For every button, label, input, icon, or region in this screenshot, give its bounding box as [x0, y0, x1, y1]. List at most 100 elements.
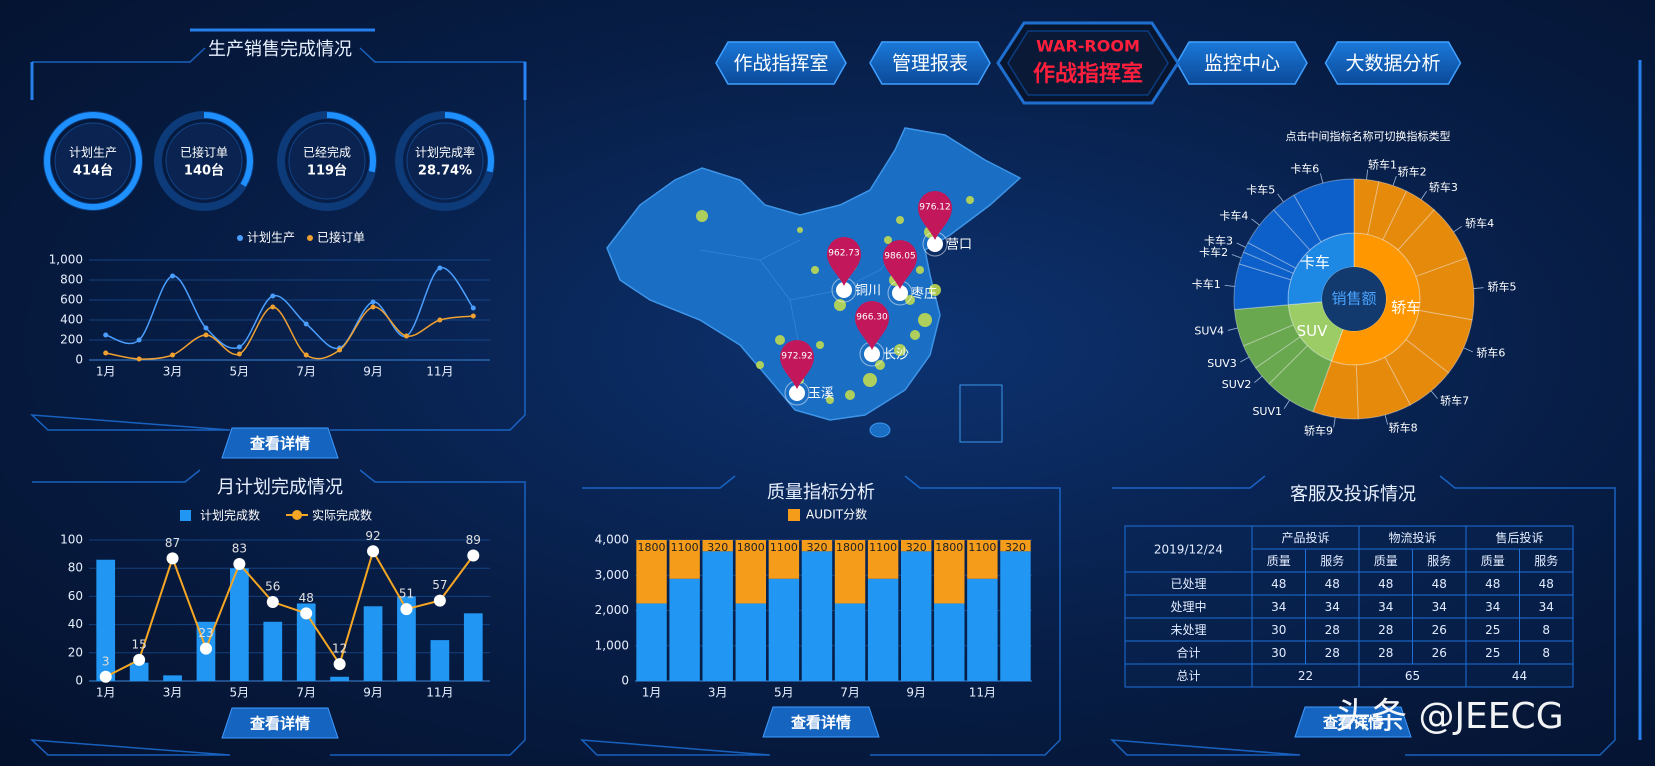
pin-value: 972.92	[781, 352, 813, 362]
nav-tab[interactable]	[715, 41, 847, 85]
bar-segment	[669, 578, 700, 681]
bar-segment	[934, 603, 965, 681]
gauge-value: 414台	[73, 163, 113, 179]
table-value: 34	[1378, 600, 1393, 614]
table-value: 34	[1432, 600, 1447, 614]
table-value: 48	[1432, 577, 1447, 591]
value-label: 320	[1005, 541, 1026, 554]
button[interactable]	[221, 427, 339, 459]
sunburst-child-label: 卡车6	[1290, 162, 1319, 176]
table-value: 8	[1542, 623, 1550, 637]
sunburst-outer	[1397, 209, 1468, 278]
x-tick-label: 9月	[363, 365, 383, 379]
point	[470, 313, 476, 319]
pin-city: 营口	[946, 238, 972, 253]
table-subheader: 质量	[1481, 554, 1505, 568]
value-label: 15	[131, 637, 146, 651]
point	[303, 321, 309, 327]
bar-segment	[834, 540, 866, 604]
nav-tab-label[interactable]: 大数据分析	[1345, 53, 1440, 75]
y-tick-label: 4,000	[595, 533, 629, 547]
table-value: 48	[1378, 577, 1393, 591]
sunburst-child-label: 卡车4	[1219, 209, 1248, 223]
pin	[780, 340, 814, 389]
label-leader	[1366, 169, 1368, 180]
sunburst-child-label: 轿车6	[1476, 346, 1505, 360]
button[interactable]	[762, 706, 880, 738]
point	[400, 603, 413, 616]
point	[136, 337, 142, 343]
y-tick-label: 200	[60, 333, 83, 347]
nav-tab-label[interactable]: 作战指挥室	[733, 53, 828, 75]
button-label[interactable]: 查看详情	[791, 714, 851, 732]
point	[403, 333, 409, 339]
bar-segment	[1000, 540, 1031, 552]
legend-label: 计划生产	[247, 231, 295, 245]
x-tick-label: 9月	[906, 686, 926, 700]
pin-dot	[892, 285, 908, 301]
button-label[interactable]: 查看详情	[1323, 714, 1383, 732]
point	[367, 545, 380, 558]
y-tick-label: 2,000	[595, 603, 629, 617]
sunburst-child-label: 轿车8	[1389, 420, 1418, 434]
nav-tab[interactable]	[1324, 41, 1462, 85]
y-tick-label: 80	[68, 561, 83, 575]
gauge-inner	[406, 122, 484, 200]
button-label[interactable]: 查看详情	[250, 435, 310, 453]
gauge-inner	[54, 122, 132, 200]
y-tick-label: 0	[75, 674, 83, 688]
frame-bottom-left	[29, 469, 526, 756]
table-group-header: 产品投诉	[1281, 530, 1329, 545]
sunburst-child-label: 轿车4	[1465, 216, 1494, 230]
sunburst-center-label[interactable]: 销售额	[1331, 290, 1376, 308]
point	[467, 549, 480, 562]
bar	[363, 606, 383, 681]
button[interactable]	[221, 707, 339, 739]
button-label[interactable]: 查看详情	[250, 715, 310, 733]
province-lines	[699, 239, 906, 351]
x-tick-label: 11月	[969, 686, 996, 700]
nav-tab-label[interactable]: 管理报表	[892, 53, 968, 75]
bar	[96, 559, 116, 681]
sunburst-center[interactable]	[1322, 267, 1386, 331]
button[interactable]	[1294, 706, 1412, 738]
label-leader	[1227, 327, 1238, 331]
x-tick-label: 7月	[296, 686, 316, 700]
legend-marker	[180, 510, 191, 521]
label-leader	[1473, 287, 1484, 289]
point	[170, 352, 176, 358]
x-tick-label: 3月	[163, 365, 183, 379]
bar-segment	[735, 603, 767, 681]
pin-dot	[864, 346, 880, 362]
value-label: 1800	[737, 541, 765, 554]
pin-city: 铜川	[855, 284, 881, 299]
value-label: 56	[265, 580, 280, 594]
hainan	[869, 422, 891, 438]
sunburst-group-label: 卡车	[1300, 254, 1330, 272]
sunburst-outer	[1384, 338, 1450, 406]
point	[303, 352, 309, 358]
value-label: 1100	[671, 541, 699, 554]
point	[136, 356, 142, 362]
point	[103, 350, 109, 356]
table-row-label: 未处理	[1170, 623, 1206, 637]
value-label: 51	[399, 587, 414, 601]
sunburst-child-label: 卡车3	[1204, 233, 1233, 247]
value-label: 83	[232, 541, 247, 555]
legend-marker	[307, 235, 313, 241]
nav-tab[interactable]	[869, 41, 991, 85]
sunburst-group-label: 轿车	[1391, 299, 1421, 317]
value-label: 12	[332, 642, 347, 656]
value-label: 3	[102, 654, 110, 668]
table-value: 30	[1271, 623, 1286, 637]
table-value: 30	[1271, 646, 1286, 660]
table-value: 48	[1539, 577, 1554, 591]
legend-label: 实际完成数	[312, 508, 372, 523]
map	[606, 127, 1022, 443]
frame-accent	[30, 28, 527, 100]
point	[470, 305, 476, 311]
label-leader	[1384, 414, 1389, 425]
bar	[263, 621, 283, 681]
nav-tab-label[interactable]: 监控中心	[1204, 53, 1280, 75]
